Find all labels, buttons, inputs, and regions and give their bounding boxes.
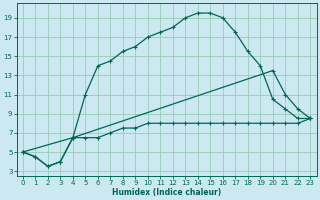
X-axis label: Humidex (Indice chaleur): Humidex (Indice chaleur) <box>112 188 221 197</box>
